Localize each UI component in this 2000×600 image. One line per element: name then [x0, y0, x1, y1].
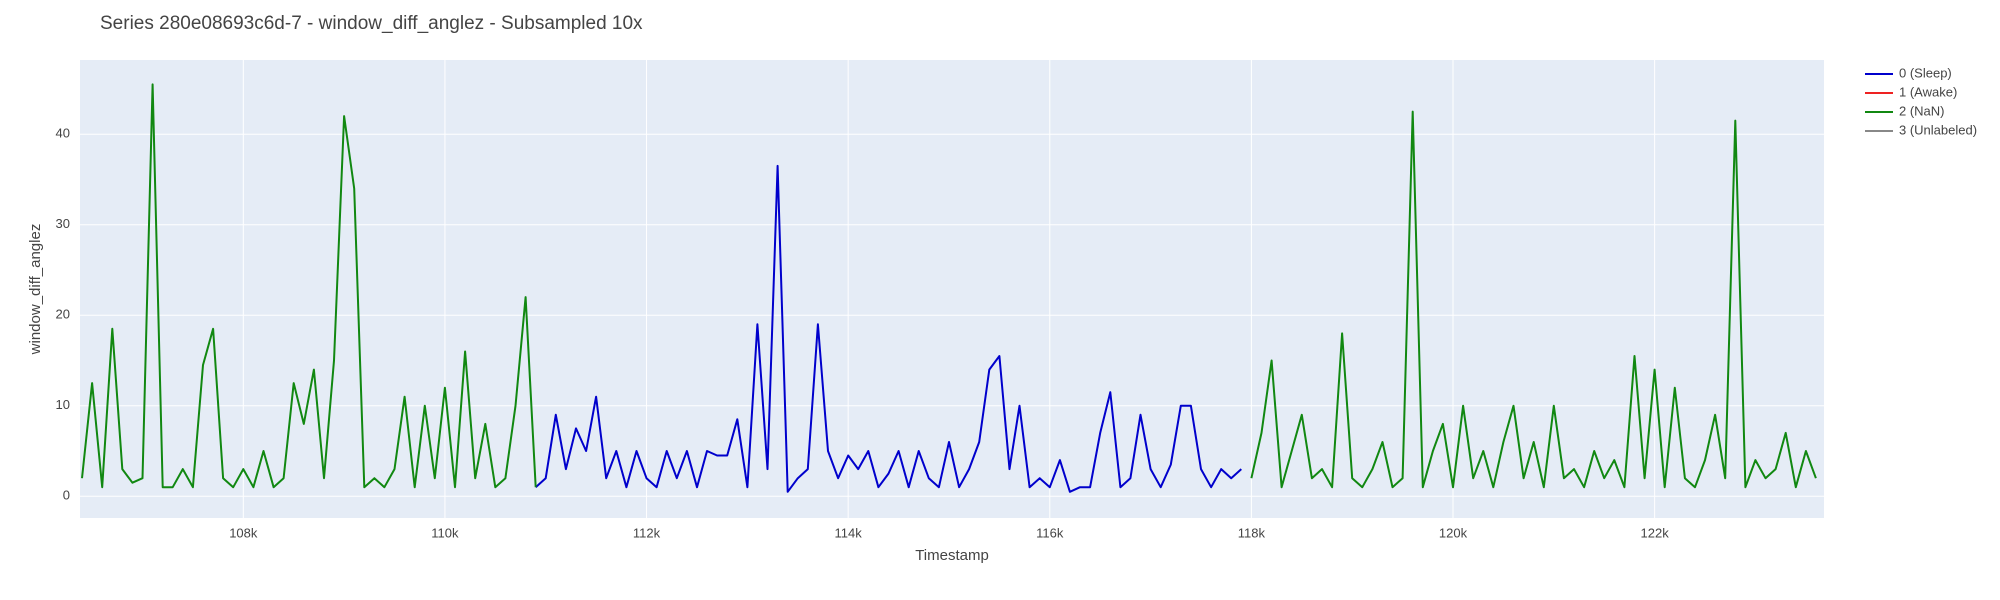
y-tick-label: 10 [56, 397, 70, 412]
plot-area [80, 60, 1824, 518]
x-tick-label: 120k [1439, 525, 1468, 540]
x-tick-label: 112k [633, 525, 661, 540]
y-tick-label: 40 [56, 126, 70, 141]
y-tick-label: 30 [56, 216, 70, 231]
x-tick-label: 114k [835, 525, 863, 540]
y-tick-label: 0 [63, 488, 70, 503]
x-tick-label: 122k [1641, 525, 1670, 540]
legend-label: 3 (Unlabeled) [1899, 122, 1977, 137]
x-tick-label: 108k [229, 525, 258, 540]
series-line [535, 164, 1242, 493]
y-axis-label: window_diff_anglez [27, 224, 44, 356]
series-line [81, 83, 1817, 489]
x-tick-label: 110k [431, 525, 459, 540]
x-axis-label: Timestamp [915, 547, 989, 564]
x-tick-label: 116k [1036, 525, 1064, 540]
legend-label: 0 (Sleep) [1899, 65, 1952, 80]
y-tick-label: 20 [56, 307, 70, 322]
legend-label: 1 (Awake) [1899, 84, 1957, 99]
legend-label: 2 (NaN) [1899, 103, 1945, 118]
chart-title: Series 280e08693c6d-7 - window_diff_angl… [100, 13, 643, 34]
x-tick-label: 118k [1238, 525, 1266, 540]
